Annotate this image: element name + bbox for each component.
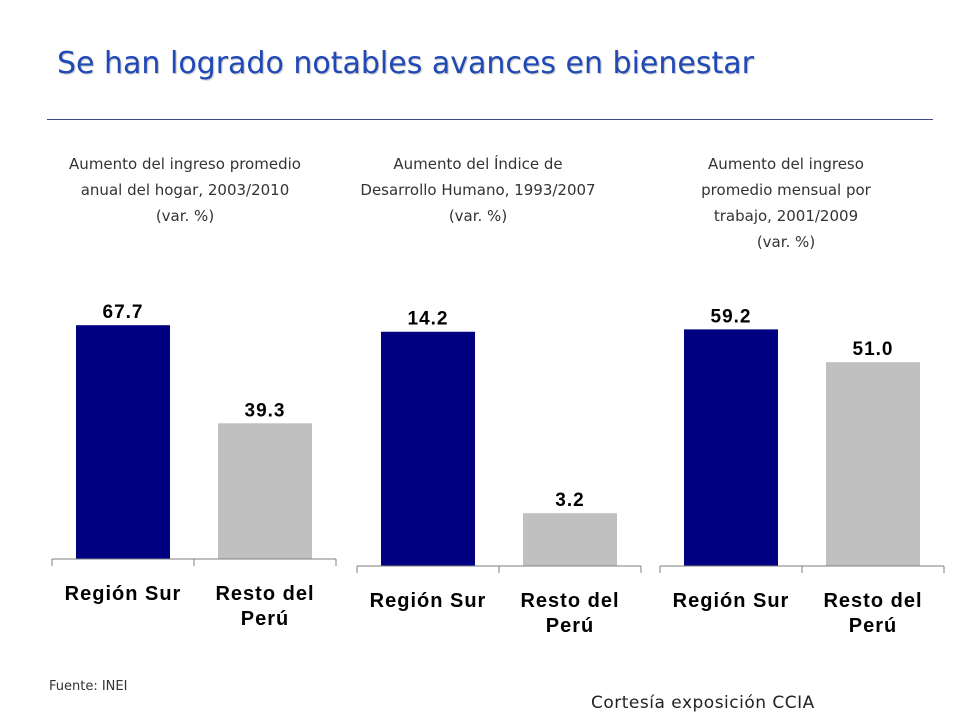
chart-3-title-line: (var. %)	[756, 233, 816, 251]
category-label: Región Sur	[673, 590, 790, 612]
chart-2: 14.2 Región Sur 3.2 Resto del Perú	[356, 309, 642, 637]
courtesy-note: Cortesía exposición CCIA	[591, 693, 815, 713]
chart-1-title-line: (var. %)	[155, 207, 215, 225]
source-note: Fuente: INEI	[49, 679, 128, 694]
bar-value-label: 3.2	[555, 490, 584, 511]
bar-region-sur	[381, 331, 475, 566]
category-label: Resto del Perú	[215, 583, 314, 630]
page-title: Se han logrado notables avances en biene…	[57, 46, 754, 81]
category-label: Resto del Perú	[823, 590, 922, 637]
chart-3: 59.2 Región Sur 51.0 Resto del Perú	[659, 306, 945, 637]
chart-1-title: Aumento del ingreso promedio anual del h…	[40, 151, 330, 229]
bar-value-label: 51.0	[853, 339, 894, 360]
chart-3-title-line: Aumento del ingreso	[708, 155, 864, 173]
bar-value-label: 14.2	[408, 309, 449, 330]
chart-2-title-line: Aumento del Índice de	[393, 155, 563, 173]
category-label: Región Sur	[370, 590, 487, 612]
category-label: Región Sur	[65, 583, 182, 605]
chart-2-title-line: (var. %)	[448, 207, 508, 225]
bar-value-label: 59.2	[711, 306, 752, 327]
bar-resto-del-peru	[523, 513, 617, 566]
bar-resto-del-peru	[826, 362, 920, 566]
chart-1: 67.7 Región Sur 39.3 Resto del Perú	[51, 302, 337, 630]
title-divider	[47, 119, 933, 120]
bar-value-label: 39.3	[245, 400, 286, 421]
chart-2-title-line: Desarrollo Humano, 1993/2007	[360, 181, 596, 199]
chart-3-title-line: trabajo, 2001/2009	[713, 207, 859, 225]
bar-region-sur	[684, 329, 778, 566]
chart-2-title: Aumento del Índice de Desarrollo Humano,…	[333, 151, 623, 229]
chart-1-title-line: Aumento del ingreso promedio	[69, 155, 301, 173]
category-label: Resto del Perú	[520, 590, 619, 637]
chart-3-title-line: promedio mensual por	[701, 181, 871, 199]
chart-3-title: Aumento del ingreso promedio mensual por…	[641, 151, 931, 255]
bar-value-label: 67.7	[103, 302, 144, 323]
bar-region-sur	[76, 325, 170, 559]
bar-resto-del-peru	[218, 423, 312, 559]
chart-1-title-line: anual del hogar, 2003/2010	[80, 181, 290, 199]
